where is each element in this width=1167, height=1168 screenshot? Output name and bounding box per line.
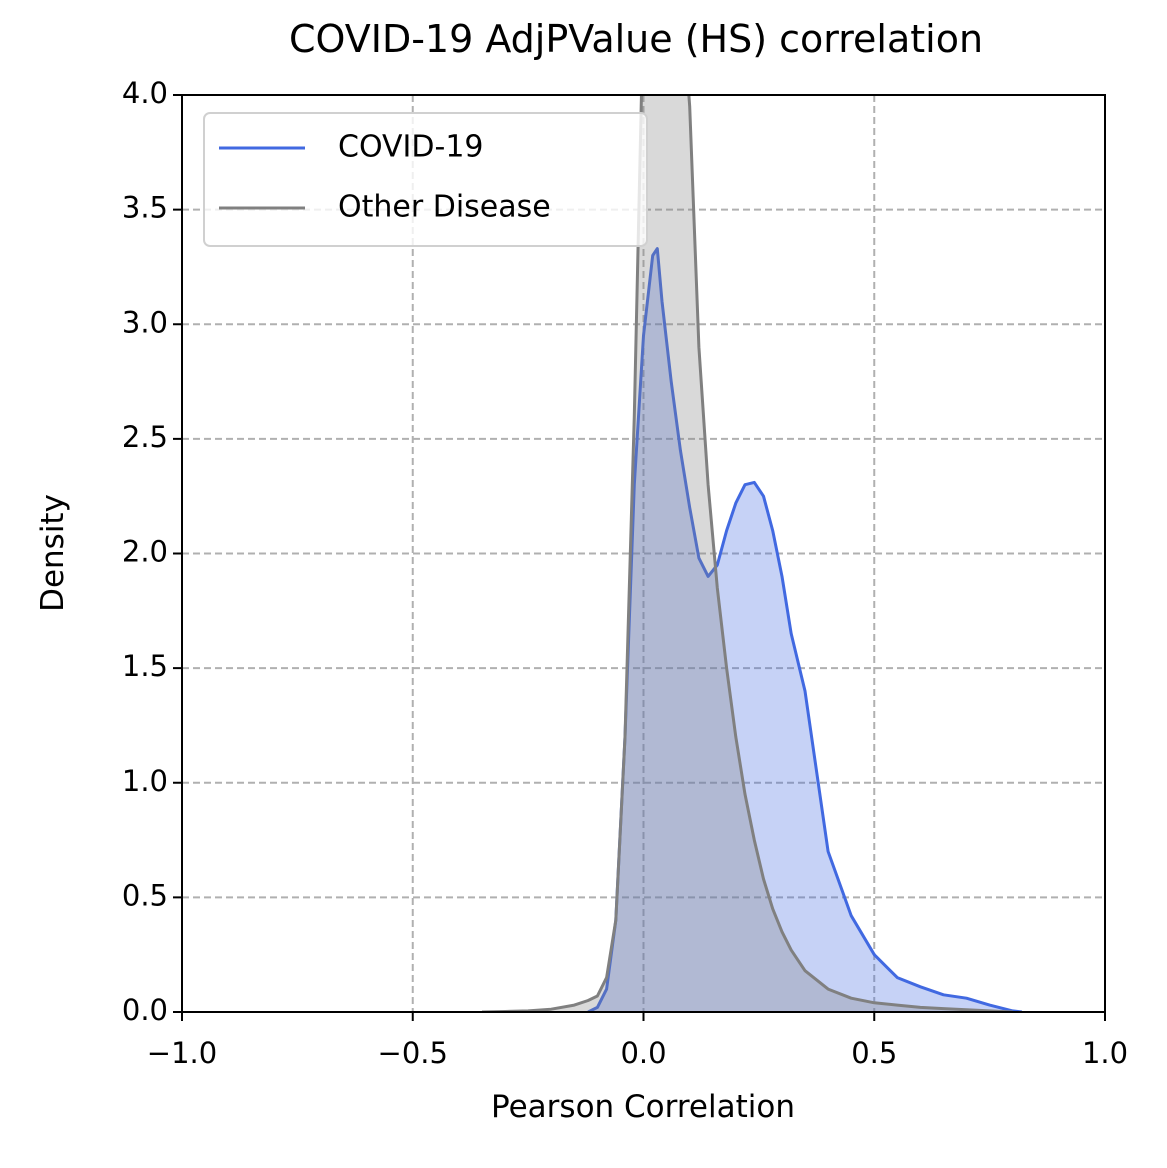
legend-label: Other Disease [338,190,551,225]
line [481,95,1013,1012]
ticks: −1.0 −0.5 0.0 0.5 1.0 0.0 0.5 1.0 1.5 2.0 2.5 3.0 3.… [122,76,1128,1070]
legend-label: COVID-19 [338,130,484,165]
x-tick-label: 1.0 [1082,1036,1128,1070]
x-axis-label: Pearson Correlation [491,1089,795,1125]
y-tick-label: 2.0 [122,535,168,569]
line [587,247,1023,1012]
x-tick-label: −1.0 [147,1036,217,1070]
y-tick-label: 2.5 [122,420,168,454]
area [482,95,1013,1012]
x-tick-label: 0.5 [851,1036,897,1070]
y-tick-label: 3.5 [122,191,168,225]
x-tick-label: 0.0 [620,1036,666,1070]
y-tick-label: 3.0 [122,305,168,339]
y-tick-label: 0.5 [122,878,168,912]
legend-box [203,112,648,247]
plot-area [481,95,1023,1012]
y-axis-label: Density [35,494,71,612]
x-tick-label: −0.5 [378,1036,448,1070]
legend: COVID-19 Other Disease [203,112,648,247]
area [588,248,1022,1012]
y-tick-label: 1.0 [122,764,168,798]
y-tick-label: 1.5 [122,649,168,683]
y-tick-label: 4.0 [122,76,168,110]
y-tick-label: 0.0 [122,993,168,1027]
chart-title: COVID-19 AdjPValue (HS) correlation [289,17,983,61]
